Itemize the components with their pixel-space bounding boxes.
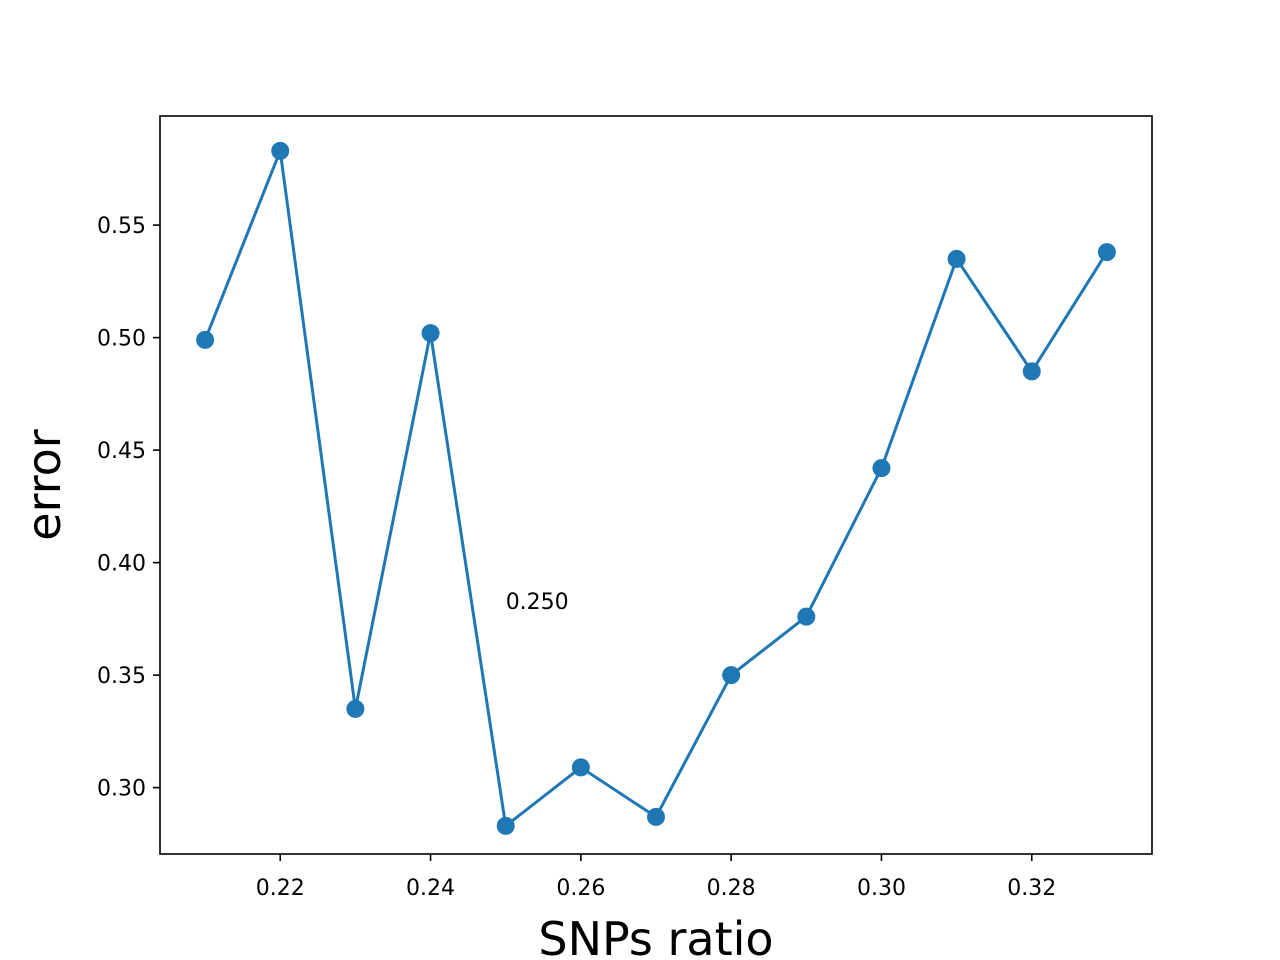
data-point: [496, 816, 515, 835]
data-point: [421, 324, 440, 343]
y-tick-label: 0.50: [97, 327, 146, 352]
x-tick-label: 0.22: [256, 876, 305, 901]
x-tick-label: 0.28: [707, 876, 756, 901]
data-point: [271, 141, 290, 160]
plot-frame: [159, 115, 1153, 855]
x-axis-title: SNPs ratio: [538, 912, 773, 960]
plot-area: [159, 115, 1153, 855]
data-point: [1022, 362, 1041, 381]
data-point: [1097, 243, 1116, 262]
x-tick-label: 0.24: [406, 876, 455, 901]
data-point: [647, 807, 665, 826]
data-point: [571, 758, 590, 777]
series-layer: [196, 141, 1116, 835]
y-tick-label: 0.40: [97, 552, 146, 577]
x-axis: 0.22 0.24 0.26 0.28 0.30 0.32: [256, 854, 1056, 901]
data-point: [196, 330, 215, 349]
data-point: [797, 607, 816, 626]
y-tick-label: 0.35: [97, 664, 146, 689]
x-tick-label: 0.32: [1007, 876, 1056, 901]
annotation-layer: 0.250: [506, 590, 569, 615]
data-point: [947, 249, 966, 268]
data-point: [872, 459, 891, 478]
x-tick-label: 0.26: [556, 876, 605, 901]
annotation-label: 0.250: [506, 590, 569, 615]
data-point: [346, 699, 365, 718]
data-point: [722, 666, 741, 685]
y-tick-label: 0.45: [97, 439, 146, 464]
y-axis: 0.30 0.35 0.40 0.45 0.50 0.55: [97, 214, 160, 802]
y-axis-title: error: [17, 429, 71, 540]
y-tick-label: 0.30: [97, 777, 146, 802]
x-tick-label: 0.30: [857, 876, 906, 901]
y-tick-label: 0.55: [97, 214, 146, 239]
